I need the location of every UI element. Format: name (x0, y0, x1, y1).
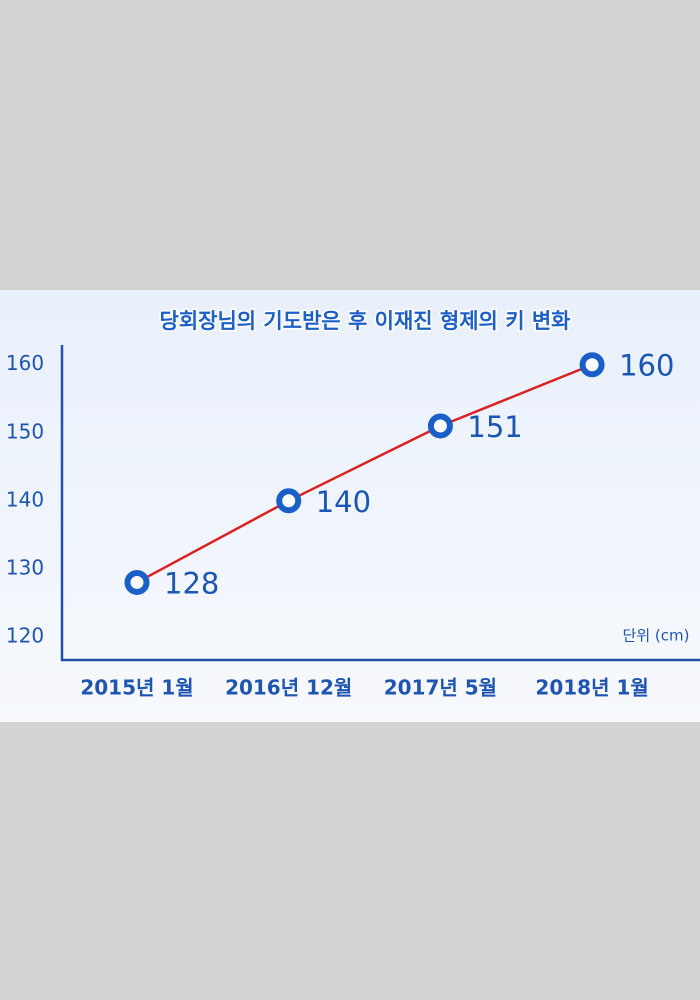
data-label: 160 (619, 349, 674, 383)
x-tick-label: 2018년 1월 (535, 676, 648, 700)
x-tick-label: 2016년 12월 (225, 676, 352, 700)
data-point (276, 488, 302, 514)
unit-label: 단위 (cm) (623, 627, 690, 645)
data-point (124, 569, 150, 595)
data-label: 140 (316, 485, 371, 519)
y-tick-label: 130 (6, 555, 44, 579)
data-point (579, 352, 605, 378)
x-tick-label: 2015년 1월 (80, 676, 193, 700)
y-tick-label: 160 (6, 351, 44, 375)
x-tick-label: 2017년 5월 (384, 676, 497, 700)
y-tick-label: 140 (6, 487, 44, 511)
y-tick-label: 120 (6, 623, 44, 647)
data-line (136, 363, 593, 584)
data-point (427, 413, 453, 439)
data-label: 151 (467, 410, 522, 444)
data-label: 128 (164, 566, 219, 600)
chart-title: 당회장님의 기도받은 후 이재진 형제의 키 변화 (160, 309, 572, 333)
y-tick-label: 150 (6, 419, 44, 443)
